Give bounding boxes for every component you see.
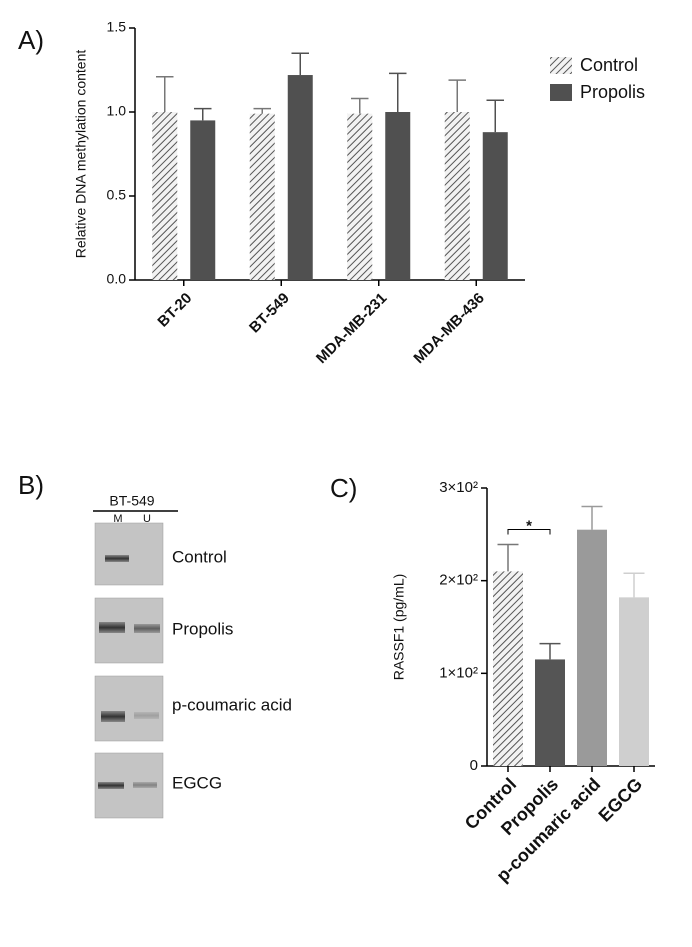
bar — [287, 75, 313, 280]
gel-image — [94, 675, 164, 742]
lane-label: M — [113, 513, 122, 525]
gel-image — [94, 522, 164, 586]
bar — [444, 112, 470, 280]
gel-row-label: EGCG — [172, 773, 222, 792]
y-tick-label: 1×10² — [439, 664, 478, 681]
y-tick-label: 2×10² — [439, 572, 478, 589]
bar — [152, 112, 178, 280]
legend-swatch — [550, 57, 572, 74]
legend-label: Control — [580, 55, 638, 75]
error-bar — [253, 107, 271, 114]
bar — [493, 571, 523, 766]
y-axis-label: Relative DNA methylation content — [73, 50, 89, 259]
x-tick-label: EGCG — [595, 774, 647, 826]
y-tick-label: 3×10² — [439, 479, 478, 496]
y-tick-label: 0.5 — [107, 187, 127, 203]
panel-label: B) — [18, 470, 44, 500]
gel-band — [133, 782, 157, 788]
error-bar — [539, 642, 561, 660]
error-bar — [448, 79, 466, 112]
bar — [619, 597, 649, 766]
bar — [347, 113, 373, 281]
gel-band — [134, 712, 159, 719]
bar — [249, 113, 275, 281]
bar — [482, 132, 508, 280]
error-bar — [291, 52, 309, 76]
error-bar — [486, 99, 504, 133]
legend-swatch — [550, 84, 572, 101]
gel-row-label: Control — [172, 547, 227, 566]
gel-band — [99, 622, 125, 633]
y-tick-label: 1.0 — [107, 103, 127, 119]
legend-label: Propolis — [580, 82, 645, 102]
y-tick-label: 0.0 — [107, 271, 127, 287]
bar — [190, 120, 216, 281]
panel-label: A) — [18, 25, 44, 55]
x-tick-label: BT-549 — [246, 290, 293, 337]
gel-title: BT-549 — [109, 493, 154, 509]
y-tick-label: 0 — [470, 757, 478, 774]
x-tick-label: MDA-MB-231 — [313, 290, 390, 367]
y-tick-label: 1.5 — [107, 19, 127, 35]
significance-label: * — [526, 517, 532, 534]
lane-label: U — [143, 513, 151, 525]
y-axis-label: RASSF1 (pg/mL) — [391, 574, 407, 681]
gel-band — [134, 624, 160, 633]
panel-label: C) — [330, 473, 357, 503]
x-tick-label: BT-20 — [154, 290, 195, 331]
gel-band — [98, 782, 124, 789]
error-bar — [156, 75, 174, 112]
x-tick-label: MDA-MB-436 — [410, 290, 487, 367]
gel-row-label: Propolis — [172, 619, 233, 638]
significance-bracket — [507, 529, 551, 535]
gel-band — [101, 711, 125, 722]
bar — [535, 659, 565, 766]
bar — [577, 529, 607, 766]
error-bar — [497, 543, 519, 572]
bar — [385, 112, 411, 280]
gel-band — [105, 555, 129, 562]
error-bar — [389, 72, 407, 112]
error-bar — [351, 97, 369, 114]
gel-row-label: p-coumaric acid — [172, 695, 292, 714]
error-bar — [623, 572, 645, 598]
error-bar — [194, 107, 212, 121]
gel-images — [94, 522, 164, 819]
error-bar — [581, 505, 603, 530]
